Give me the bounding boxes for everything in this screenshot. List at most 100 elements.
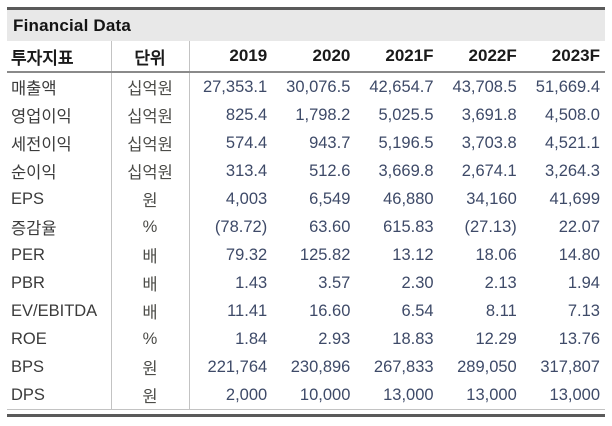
cell-value: 14.80 xyxy=(558,245,600,264)
row-label: 매출액 xyxy=(7,72,112,101)
cell-value: 13.12 xyxy=(392,245,434,264)
cell-value: 30,076.5 xyxy=(286,77,351,96)
column-header-2021f: 2021F xyxy=(355,41,439,73)
cell-value: 13,000 xyxy=(355,381,439,410)
row-label: PER xyxy=(7,241,112,269)
financial-data-table-block: Financial Data 투자지표 단위 2019 2020 2021F 2… xyxy=(7,7,605,417)
cell-value: 10,000 xyxy=(272,381,356,410)
cell-value: 5,196.5 xyxy=(378,133,434,152)
cell-value: 4,521.1 xyxy=(544,133,600,152)
column-header-2022f: 2022F xyxy=(438,41,522,73)
cell-value: 11.41 xyxy=(227,301,268,320)
cell-value: 43,708.5 xyxy=(452,77,517,96)
row-unit: 십억원 xyxy=(111,157,190,185)
row-label: 영업이익 xyxy=(7,101,112,129)
cell-value: 46,880 xyxy=(383,189,434,208)
cell-value: 16.60 xyxy=(309,301,351,320)
table-row: PBR 배 1.43 3.57 2.30 2.13 1.94 xyxy=(7,269,605,297)
cell-value: 825.4 xyxy=(225,105,268,124)
cell-value: 317,807 xyxy=(540,357,600,376)
cell-value: 943.7 xyxy=(309,133,351,152)
cell-value: 125.82 xyxy=(299,245,351,264)
table-row: 세전이익 십억원 574.4 943.7 5,196.5 3,703.8 4,521.1 xyxy=(7,129,605,157)
cell-value: 2,000 xyxy=(189,381,273,410)
row-label: ROE xyxy=(7,325,112,353)
table-bottom-rule xyxy=(7,414,605,417)
row-label: BPS xyxy=(7,353,112,381)
cell-value: 3,264.3 xyxy=(544,161,600,180)
cell-value: 6.54 xyxy=(401,301,434,320)
cell-value: (27.13) xyxy=(464,217,517,236)
table-body: 매출액 십억원 27,353.1 30,076.5 42,654.7 43,708.5 51… xyxy=(7,72,605,410)
cell-value: 3,691.8 xyxy=(461,105,517,124)
cell-value: 1.94 xyxy=(567,273,600,292)
cell-value: 51,669.4 xyxy=(535,77,600,96)
cell-value: 42,654.7 xyxy=(369,77,434,96)
row-label: 증감율 xyxy=(7,213,112,241)
cell-value: 63.60 xyxy=(309,217,351,236)
row-unit: 십억원 xyxy=(111,72,190,101)
table-row: EPS 원 4,003 6,549 46,880 34,160 41,699 xyxy=(7,185,605,213)
column-header-2023f: 2023F xyxy=(521,41,605,73)
cell-value: 3,703.8 xyxy=(461,133,517,152)
table-row: EV/EBITDA 배 11.41 16.60 6.54 8.11 7.13 xyxy=(7,297,605,325)
row-label: 세전이익 xyxy=(7,129,112,157)
table-row: 영업이익 십억원 825.4 1,798.2 5,025.5 3,691.8 4,508.0 xyxy=(7,101,605,129)
cell-value: 2.93 xyxy=(318,329,351,348)
row-unit: 원 xyxy=(111,353,190,381)
column-header-unit: 단위 xyxy=(111,41,190,73)
row-label: PBR xyxy=(7,269,112,297)
table-row: DPS 원 2,000 10,000 13,000 13,000 13,000 xyxy=(7,381,605,410)
row-unit: 배 xyxy=(111,241,190,269)
cell-value: 289,050 xyxy=(457,357,517,376)
cell-value: 2.30 xyxy=(401,273,434,292)
cell-value: 22.07 xyxy=(558,217,600,236)
cell-value: 4,003 xyxy=(225,189,268,208)
cell-value: 2.13 xyxy=(484,273,517,292)
cell-value: 12.29 xyxy=(475,329,517,348)
row-unit: 배 xyxy=(111,297,190,325)
cell-value: 6,549 xyxy=(309,189,351,208)
row-label: EPS xyxy=(7,185,112,213)
row-unit: 십억원 xyxy=(111,129,190,157)
row-unit: 원 xyxy=(111,185,190,213)
row-unit: % xyxy=(111,213,190,241)
cell-value: 313.4 xyxy=(225,161,268,180)
cell-value: 574.4 xyxy=(225,133,268,152)
cell-value: 27,353.1 xyxy=(202,77,268,96)
table-row: PER 배 79.32 125.82 13.12 18.06 14.80 xyxy=(7,241,605,269)
cell-value: 41,699 xyxy=(549,189,600,208)
cell-value: 13,000 xyxy=(521,381,605,410)
column-header-metric: 투자지표 xyxy=(7,41,112,73)
cell-value: 615.83 xyxy=(383,217,434,236)
cell-value: 18.83 xyxy=(392,329,434,348)
row-label: EV/EBITDA xyxy=(7,297,112,325)
table-row: ROE% 1.84 2.93 18.83 12.29 13.76 xyxy=(7,325,605,353)
table-header-row: 투자지표 단위 2019 2020 2021F 2022F 2023F xyxy=(7,41,605,73)
cell-value: 13,000 xyxy=(438,381,522,410)
row-label: 순이익 xyxy=(7,157,112,185)
column-header-2019: 2019 xyxy=(189,41,273,73)
table-row: 증감율% (78.72) 63.60 615.83 (27.13) 22.07 xyxy=(7,213,605,241)
cell-value: 79.32 xyxy=(225,245,268,264)
cell-value: 13.76 xyxy=(558,329,600,348)
cell-value: 2,674.1 xyxy=(461,161,517,180)
financial-data-table: 투자지표 단위 2019 2020 2021F 2022F 2023F 매출액 십… xyxy=(7,41,605,410)
cell-value: 8.11 xyxy=(485,301,517,320)
cell-value: 5,025.5 xyxy=(378,105,434,124)
cell-value: 267,833 xyxy=(373,357,434,376)
cell-value: 18.06 xyxy=(475,245,517,264)
table-title: Financial Data xyxy=(7,7,605,41)
cell-value: 221,764 xyxy=(207,357,268,376)
row-label: DPS xyxy=(7,381,112,410)
row-unit: 원 xyxy=(111,381,190,410)
cell-value: 3.57 xyxy=(318,273,351,292)
table-row: 순이익 십억원 313.4 512.6 3,669.8 2,674.1 3,264.3 xyxy=(7,157,605,185)
row-unit: 배 xyxy=(111,269,190,297)
row-unit: % xyxy=(111,325,190,353)
table-row: 매출액 십억원 27,353.1 30,076.5 42,654.7 43,708.5 51… xyxy=(7,72,605,101)
cell-value: (78.72) xyxy=(214,217,268,236)
cell-value: 34,160 xyxy=(466,189,517,208)
cell-value: 512.6 xyxy=(309,161,351,180)
